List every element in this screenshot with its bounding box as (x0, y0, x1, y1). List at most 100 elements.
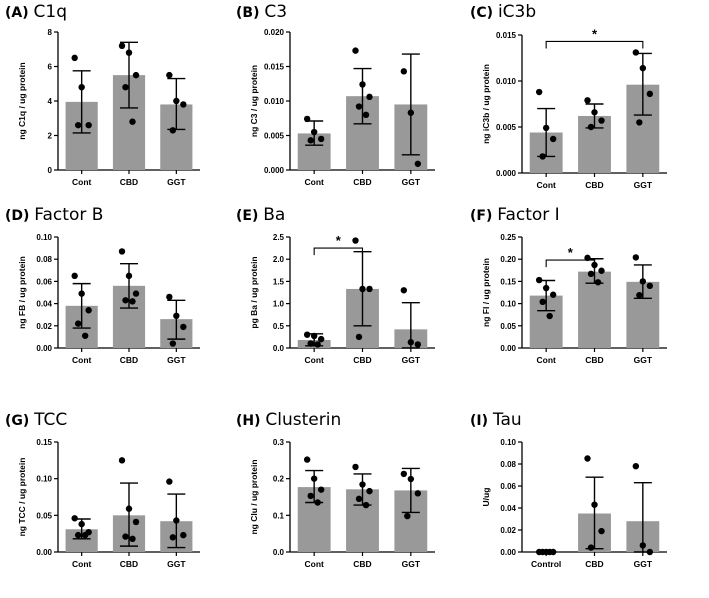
data-point (169, 127, 177, 134)
chart-panel: (C) iC3b 0.000 0.005 0.010 0.015 ng iC3b / ug… (470, 2, 667, 190)
data-point (180, 323, 187, 331)
x-tick-label: CBD (120, 559, 138, 569)
panel-name: TCC (33, 410, 67, 430)
panel-label: (I) (470, 413, 493, 429)
data-point (549, 291, 557, 298)
x-tick-label: CBD (120, 355, 138, 365)
chart-panel: (H) Clusterin 0.0 0.1 0.2 0.3 ng Clu / ug pro… (236, 410, 435, 569)
data-point (594, 279, 602, 286)
significance-marker: * (336, 233, 342, 248)
data-point (173, 97, 180, 105)
data-point (180, 531, 187, 539)
y-tick-label: 0.02 (500, 526, 516, 535)
panel-name: Tau (492, 410, 522, 430)
x-tick-label: CBD (585, 355, 603, 365)
bar (578, 271, 611, 348)
data-point (587, 123, 595, 131)
y-axis-label: ng FB / ug protein (17, 256, 27, 329)
data-point (639, 542, 647, 549)
y-tick-label: 2.5 (273, 233, 285, 242)
panel-label: (B) (236, 5, 264, 21)
data-point (584, 455, 591, 462)
data-point (646, 90, 654, 98)
data-point (78, 84, 85, 91)
y-tick-label: 0.015 (496, 31, 517, 40)
data-point (400, 68, 408, 75)
y-tick-label: 4 (48, 97, 53, 106)
y-tick-label: 0.15 (36, 438, 52, 447)
significance-bracket (545, 40, 644, 49)
data-point (307, 492, 314, 500)
data-point (317, 135, 325, 143)
data-point (129, 118, 136, 125)
y-tick-label: 0.05 (500, 322, 516, 331)
y-tick-label: 0.15 (500, 277, 516, 286)
data-point (71, 272, 78, 280)
panel-title: (F) Factor I (470, 205, 560, 225)
data-point (539, 548, 546, 556)
data-point (180, 101, 187, 108)
panel-name: C1q (34, 2, 67, 22)
data-point (404, 512, 411, 520)
panel-label: (F) (470, 208, 497, 224)
y-tick-label: 0.010 (264, 97, 285, 106)
data-point (314, 341, 321, 348)
y-tick-label: 0.10 (36, 233, 52, 242)
y-tick-label: 0.005 (496, 123, 517, 132)
data-point (129, 298, 136, 305)
y-tick-label: 0.08 (36, 255, 52, 264)
y-tick-label: 0.1 (273, 511, 285, 520)
y-tick-label: 0.10 (36, 475, 52, 484)
y-tick-label: 0.020 (264, 28, 285, 37)
data-point (542, 284, 550, 292)
chart-panel: (A) C1q 0 2 4 6 8 ng C1q / ug protein Cont CBD GG… (5, 2, 200, 187)
y-tick-label: 0.5 (273, 322, 285, 331)
y-tick-label: 0.04 (36, 300, 52, 309)
data-point (636, 119, 643, 126)
x-tick-label: CBD (353, 355, 371, 365)
x-tick-label: GGT (402, 559, 421, 569)
data-point (598, 117, 605, 124)
y-tick-label: 0.00 (500, 344, 516, 353)
x-tick-label: Cont (72, 559, 92, 569)
data-point (535, 88, 543, 96)
y-tick-label: 0.000 (264, 166, 285, 175)
data-point (366, 487, 373, 495)
data-point (587, 544, 595, 551)
data-point (314, 499, 321, 506)
y-axis-label: ng TCC / ug protein (17, 458, 27, 537)
data-point (129, 535, 136, 542)
x-tick-label: CBD (585, 180, 603, 190)
y-axis-label: U/ug (481, 488, 491, 507)
x-tick-label: CBD (353, 559, 371, 569)
y-tick-label: 0.00 (500, 548, 516, 557)
x-tick-label: CBD (585, 559, 603, 569)
y-tick-label: 0.20 (500, 255, 516, 264)
x-tick-label: GGT (167, 559, 186, 569)
panel-name: Factor I (497, 205, 559, 225)
data-point (598, 527, 605, 535)
data-point (169, 340, 177, 347)
data-point (414, 160, 422, 167)
significance-bracket (313, 247, 364, 256)
x-tick-label: Cont (536, 355, 556, 365)
data-point (584, 97, 591, 104)
data-point (71, 54, 78, 62)
data-point (125, 49, 133, 56)
y-tick-label: 0.04 (500, 504, 516, 513)
y-axis-label: ng iC3b / ug protein (481, 64, 491, 144)
y-tick-label: 0.00 (36, 344, 52, 353)
x-tick-label: CBD (120, 177, 138, 187)
data-point (584, 254, 591, 262)
chart-panel: (B) C3 0.000 0.005 0.010 0.015 0.020 ng C3 / u… (236, 2, 435, 187)
y-tick-label: 0.010 (496, 77, 517, 86)
data-point (407, 475, 415, 483)
data-point (307, 137, 314, 144)
y-tick-label: 0.2 (273, 475, 285, 484)
data-point (74, 531, 82, 539)
y-axis-label: pg Ba / ug protein (249, 256, 259, 328)
panel-name: Clusterin (265, 410, 341, 430)
y-tick-label: 0.02 (36, 322, 52, 331)
data-point (125, 505, 133, 512)
y-tick-label: 1.5 (273, 277, 285, 286)
